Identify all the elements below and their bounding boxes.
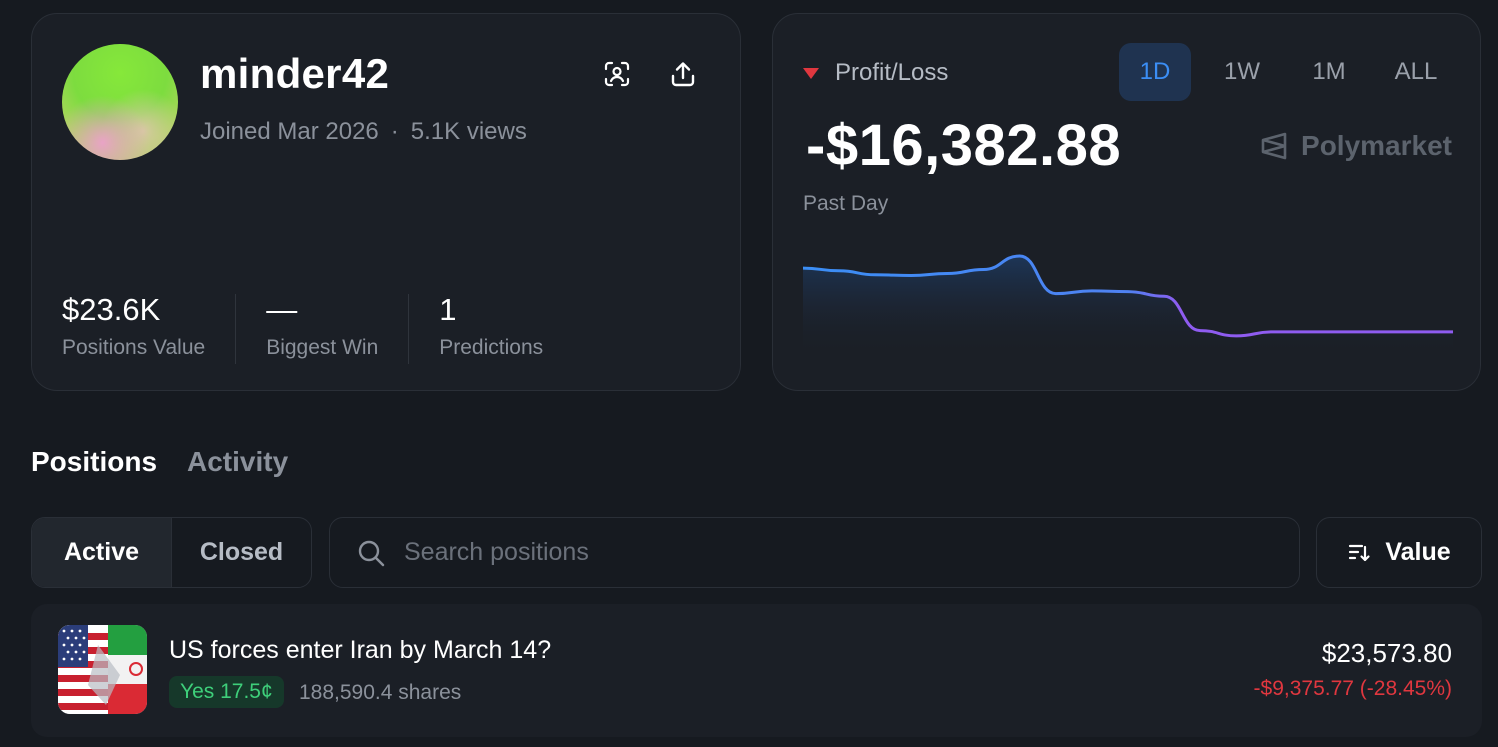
range-tab-1w[interactable]: 1W (1224, 58, 1260, 85)
brand-name: Polymarket (1301, 130, 1452, 161)
scan-profile-icon (604, 61, 630, 87)
shares-count: 188,590.4 shares (299, 681, 462, 704)
status-active-button[interactable]: Active (32, 518, 172, 587)
stat-predictions: 1 Predictions (439, 290, 573, 366)
range-tab-1m[interactable]: 1M (1312, 58, 1346, 85)
avatar (62, 44, 178, 160)
search-input[interactable] (404, 538, 1264, 567)
tab-activity[interactable]: Activity (187, 446, 289, 477)
pnl-label: Profit/Loss (835, 59, 949, 86)
stat-divider (408, 294, 410, 364)
polymarket-logo-icon (1261, 132, 1287, 160)
down-triangle-icon (803, 67, 819, 79)
stat-label: Positions Value (62, 336, 206, 359)
position-change: -$9,375.77 (-28.45%) (1253, 677, 1452, 700)
pnl-card: Profit/Loss 1D 1W 1M ALL -$16,382.88 Pol… (772, 13, 1481, 391)
pnl-header: Profit/Loss (803, 59, 948, 87)
sort-button[interactable]: Value (1316, 517, 1482, 588)
search-box (329, 517, 1300, 588)
pnl-line (803, 254, 1453, 338)
status-toggle: Active Closed (31, 517, 312, 588)
brand-logo: Polymarket (1259, 130, 1452, 162)
period-label: Past Day (803, 192, 889, 215)
share-button[interactable] (665, 56, 701, 92)
stat-biggest-win: — Biggest Win (266, 290, 408, 366)
stat-label: Biggest Win (266, 336, 379, 359)
stat-value: $23.6K (62, 292, 161, 327)
meta-separator: · (390, 118, 399, 145)
scan-profile-button[interactable] (599, 56, 635, 92)
tab-positions[interactable]: Positions (31, 446, 158, 477)
joined-date: Joined Mar 2026 (200, 118, 379, 145)
range-tab-1d[interactable]: 1D (1119, 43, 1191, 101)
share-icon (671, 62, 695, 87)
stat-positions-value: $23.6K Positions Value (62, 290, 235, 366)
profile-stats: $23.6K Positions Value — Biggest Win 1 P… (62, 290, 573, 366)
status-closed-button[interactable]: Closed (199, 538, 284, 566)
profile-meta: Joined Mar 2026 · 5.1K views (200, 118, 527, 146)
range-tabs: 1D 1W 1M ALL (1119, 43, 1467, 101)
main-tabs: Positions Activity (31, 446, 318, 478)
search-icon (358, 540, 385, 566)
position-row[interactable]: US forces enter Iran by March 14? Yes 17… (31, 604, 1482, 737)
market-thumbnail (58, 625, 147, 714)
stat-value: 1 (439, 292, 457, 327)
sort-label: Value (1385, 538, 1451, 566)
market-title[interactable]: US forces enter Iran by March 14? (169, 636, 552, 664)
stat-label: Predictions (439, 336, 544, 359)
outcome-badge: Yes 17.5¢ (169, 676, 284, 708)
sort-icon (1349, 544, 1370, 561)
view-count: 5.1K views (410, 118, 527, 145)
pnl-area (803, 256, 1453, 358)
stat-divider (235, 294, 237, 364)
pnl-chart (803, 254, 1453, 358)
range-tab-all[interactable]: ALL (1394, 58, 1438, 85)
username: minder42 (200, 50, 390, 97)
stat-value: — (266, 292, 298, 327)
pnl-value: -$16,382.88 (806, 113, 1122, 178)
profile-card: minder42 Joined Mar 2026 · 5.1K views $23.… (31, 13, 741, 391)
position-value: $23,573.80 (1321, 638, 1452, 668)
